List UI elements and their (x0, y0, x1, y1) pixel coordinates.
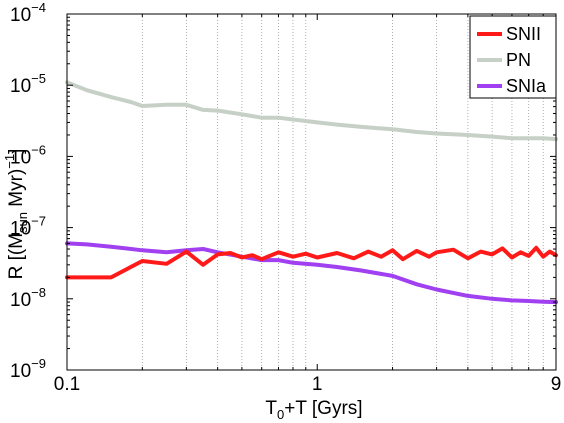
legend-box (469, 15, 557, 99)
y-tick-label: 10−7 (10, 214, 46, 240)
series-line-pn (65, 80, 558, 142)
y-tick-label: 10−5 (10, 71, 46, 97)
y-axis-label-sup: −1 (2, 154, 17, 169)
x-tick-label: 0.1 (54, 374, 80, 395)
plot-frame (66, 13, 557, 371)
legend-label-snia: SNIa (506, 76, 547, 96)
legend-label-snii: SNII (506, 24, 541, 44)
y-axis-label: R [(Msun Myr)−1] (2, 149, 30, 280)
y-axis-label-sub: sun (15, 212, 30, 233)
x-tick-label: 9 (551, 374, 562, 395)
y-tick-label: 10−8 (10, 285, 46, 311)
series-line-snia (65, 241, 558, 305)
y-axis-label-post: ] (6, 149, 27, 154)
x-axis-label-main: T (265, 398, 277, 419)
ticks: 0.1 1 9 10−9 10−8 10−7 10−6 10−5 10−4 (10, 0, 561, 395)
y-tick-label: 10−9 (10, 356, 46, 382)
y-tick-label: 10−4 (10, 0, 46, 26)
y-axis-label-pre: R [(M (6, 233, 27, 279)
x-axis-label-rest: +T [Gyrs] (284, 398, 362, 419)
legend-label-pn: PN (506, 50, 531, 70)
y-tick-label: 10−6 (10, 142, 46, 168)
series-lines (65, 80, 558, 305)
legend: SNII PN SNIa (469, 15, 557, 99)
x-tick-label: 1 (312, 374, 323, 395)
grid-lines (141, 14, 544, 370)
y-axis-label-mid: Myr) (6, 169, 27, 212)
series-line-snii (65, 245, 558, 280)
x-axis-label: T0+T [Gyrs] (265, 398, 362, 422)
x-axis-label-sub: 0 (277, 407, 284, 422)
